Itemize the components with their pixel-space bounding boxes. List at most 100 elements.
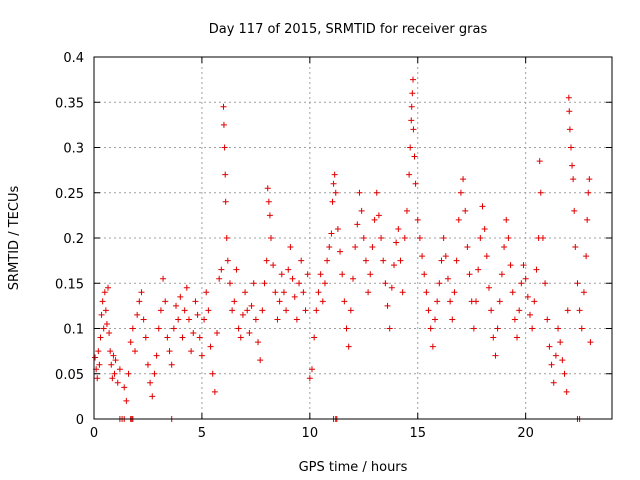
data-point [503,216,510,223]
data-point [501,244,508,251]
data-point [580,289,587,296]
data-point [386,325,393,332]
data-point [248,302,255,309]
data-point [483,253,490,260]
data-point [423,289,430,296]
data-point [293,316,300,323]
data-point [566,126,573,133]
data-point [276,298,283,305]
data-point [410,126,417,133]
data-point [397,257,404,264]
data-point [427,325,434,332]
data-point [406,171,413,178]
data-point [375,212,382,219]
data-point [451,289,458,296]
data-point [539,235,546,241]
data-point [116,366,123,373]
data-point [442,253,449,260]
y-tick-label: 0.35 [55,96,84,111]
data-point [520,262,527,269]
data-point [136,298,143,305]
data-point [462,207,469,214]
data-point [272,289,279,296]
data-point [498,271,505,278]
data-point [278,271,285,278]
data-point [436,280,443,287]
data-point [526,311,533,318]
data-point [255,339,262,346]
data-point [252,316,259,323]
data-point [235,325,242,332]
data-point [144,361,151,368]
data-point [162,298,169,305]
data-point [263,257,270,264]
data-point [395,225,402,232]
data-point [175,316,182,323]
data-point [267,235,274,241]
data-point [334,225,341,232]
data-point [356,189,363,196]
data-point [231,298,238,305]
data-point [185,316,192,323]
data-point [494,325,501,332]
data-point [337,248,344,255]
data-point [453,257,460,264]
data-point [112,357,119,364]
data-point [339,271,346,278]
data-point [563,388,570,395]
data-point [449,316,456,323]
y-tick-label: 0.15 [55,277,84,292]
data-point [496,298,503,305]
data-point [114,379,121,386]
data-point [99,298,106,305]
data-point [571,207,578,214]
data-point [574,280,581,287]
data-point [265,198,272,205]
data-point [419,253,426,260]
data-point [367,271,374,278]
data-point [298,257,305,264]
data-point [440,235,447,241]
data-point [557,339,564,346]
data-point [280,289,287,296]
data-point [270,262,277,269]
data-point [207,343,214,350]
data-point [408,117,415,124]
data-point [429,343,436,350]
data-point [211,388,218,395]
data-point [548,361,555,368]
data-point [107,348,114,355]
y-tick-label: 0.25 [55,187,84,202]
data-point [250,280,257,287]
data-point [257,357,264,364]
data-point [403,207,410,214]
data-point [393,239,400,246]
data-point [239,311,246,318]
data-point [164,334,171,341]
data-point [399,289,406,296]
data-point [188,348,195,355]
x-tick-labels: 0 5 10 15 20 [90,426,534,441]
data-point [101,289,108,296]
data-point [492,352,499,359]
data-point [229,307,236,314]
data-point [567,144,574,151]
data-point [123,397,130,404]
data-point [98,311,105,318]
data-point [341,298,348,305]
data-point [330,180,337,187]
data-point [416,235,423,241]
data-point [382,280,389,287]
data-point [365,289,372,296]
data-point [220,121,227,128]
data-point [319,298,326,305]
data-point [477,235,484,241]
data-point [308,366,315,373]
data-point [516,307,523,314]
y-tick-label: 0.4 [63,51,84,66]
data-point [209,370,216,377]
data-point [546,343,553,350]
data-point [168,361,175,368]
data-point [569,162,576,169]
y-axis-label: SRMTID / TECUs [7,186,22,291]
